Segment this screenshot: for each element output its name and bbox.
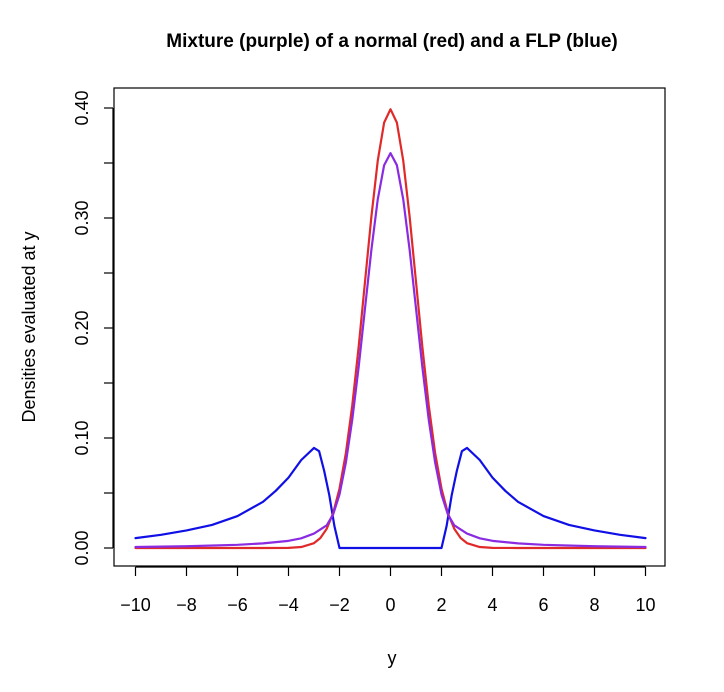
x-axis-label: y [388,648,397,668]
normal-density-line [134,108,647,550]
y-tick-label: 0.40 [72,90,92,125]
x-tick-label: 2 [436,595,446,615]
x-tick-label: 10 [635,595,655,615]
x-tick-label: −8 [176,595,197,615]
x-tick-label: 8 [589,595,599,615]
x-tick-label: −10 [120,595,151,615]
x-axis: −10 −8 −6 −4 −2 0 2 4 6 8 10 [120,566,656,615]
y-axis-label: Densities evaluated at y [19,231,39,422]
x-tick-label: −2 [329,595,350,615]
x-tick-label: 6 [538,595,548,615]
plot-frame [113,87,666,567]
flp-density-line [134,446,647,550]
x-tick-label: −6 [227,595,248,615]
y-tick-label: 0.30 [72,200,92,235]
y-tick-label: 0.00 [72,530,92,565]
x-tick-label: 4 [487,595,497,615]
y-tick-label: 0.20 [72,310,92,345]
y-axis: 0.00 0.10 0.20 0.30 0.40 [72,90,114,566]
series-layer [134,108,647,550]
chart-title: Mixture (purple) of a normal (red) and a… [166,31,617,52]
y-tick-label: 0.10 [72,420,92,455]
x-tick-label: −4 [278,595,299,615]
x-tick-label: 0 [385,595,395,615]
mixture-density-line [134,152,647,549]
